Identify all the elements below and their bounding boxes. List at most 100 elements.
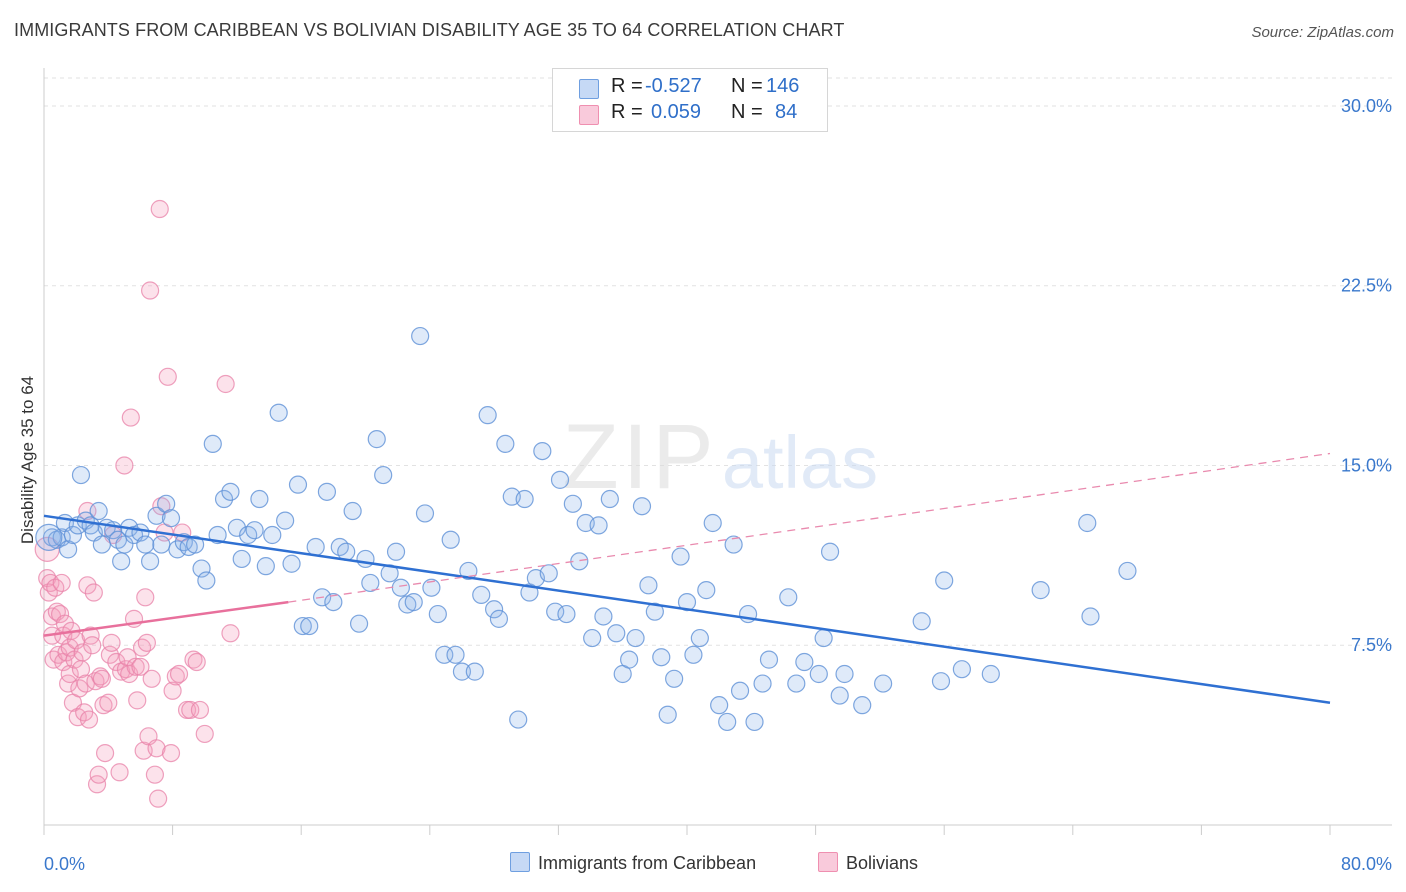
- data-point-caribbean: [703, 513, 722, 533]
- data-point-caribbean: [269, 403, 288, 422]
- y-tick-label: 30.0%: [1341, 96, 1392, 116]
- data-point-caribbean: [652, 648, 671, 667]
- data-point-caribbean: [1118, 561, 1137, 581]
- legend-label-caribbean: Immigrants from Caribbean: [538, 853, 757, 873]
- data-point-bolivians: [89, 765, 108, 784]
- trend-line-caribbean: [43, 514, 1331, 704]
- data-point-caribbean: [874, 674, 893, 693]
- data-point-caribbean: [1081, 607, 1100, 626]
- data-point-caribbean: [690, 628, 709, 648]
- data-point-caribbean: [161, 509, 181, 528]
- data-point-bolivians: [169, 664, 189, 684]
- data-point-caribbean: [136, 535, 155, 554]
- data-point-bolivians: [73, 643, 92, 662]
- data-point-caribbean: [386, 542, 406, 561]
- data-point-caribbean: [422, 578, 441, 597]
- data-point-caribbean: [152, 535, 171, 554]
- data-point-caribbean: [710, 696, 729, 715]
- y-tick-label: 15.0%: [1341, 455, 1392, 475]
- data-point-caribbean: [221, 482, 240, 501]
- data-point-caribbean: [981, 664, 1000, 684]
- data-point-caribbean: [250, 489, 269, 509]
- legend-label-bolivians: Bolivians: [846, 853, 919, 873]
- data-point-caribbean: [374, 465, 393, 485]
- data-point-bolivians: [128, 691, 147, 710]
- legend-swatch-bolivians: [579, 105, 599, 125]
- data-point-caribbean: [607, 624, 626, 643]
- data-point-bolivians: [137, 633, 156, 652]
- data-point-caribbean: [452, 662, 472, 681]
- data-point-bolivians: [121, 408, 140, 427]
- data-point-bolivians: [84, 583, 103, 602]
- data-point-caribbean: [147, 506, 166, 525]
- chart-source: Source: ZipAtlas.com: [1251, 24, 1394, 41]
- data-point-caribbean: [300, 616, 319, 636]
- data-point-caribbean: [115, 535, 134, 554]
- data-point-caribbean: [59, 540, 78, 559]
- data-point-bolivians: [99, 693, 118, 712]
- legend-n-label: N =: [731, 101, 763, 123]
- data-point-caribbean: [485, 600, 504, 619]
- x-tick-label: 80.0%: [1341, 854, 1392, 874]
- data-point-caribbean: [496, 434, 515, 454]
- data-point-caribbean: [465, 662, 484, 681]
- series-bolivians: [34, 199, 240, 808]
- data-point-caribbean: [472, 585, 491, 605]
- data-point-caribbean: [478, 406, 497, 425]
- data-point-caribbean: [620, 650, 639, 669]
- data-point-bolivians: [83, 636, 102, 655]
- data-point-caribbean: [356, 549, 375, 569]
- data-point-bolivians: [166, 667, 185, 686]
- data-point-caribbean: [282, 554, 301, 573]
- data-point-caribbean: [263, 525, 282, 545]
- data-point-caribbean: [42, 528, 62, 547]
- data-point-caribbean: [546, 602, 565, 621]
- data-point-caribbean: [665, 669, 684, 688]
- legend-n-value: 146: [766, 75, 800, 97]
- data-point-bolivians: [216, 374, 235, 394]
- data-point-bolivians: [187, 652, 206, 672]
- data-point-caribbean: [343, 501, 362, 521]
- data-point-caribbean: [931, 672, 951, 691]
- data-point-caribbean: [203, 434, 222, 454]
- data-point-caribbean: [446, 645, 465, 664]
- data-point-caribbean: [645, 602, 664, 621]
- watermark-atlas: atlas: [722, 421, 878, 504]
- legend-swatch-caribbean: [510, 852, 530, 872]
- legend-r-value: 0.059: [651, 101, 702, 123]
- watermark-zip: ZIP: [562, 406, 717, 508]
- legend-n-label: N =: [731, 75, 763, 97]
- data-point-caribbean: [684, 645, 703, 664]
- data-point-caribbean: [677, 592, 697, 612]
- data-point-bolivians: [145, 765, 165, 784]
- legend-r-label: R =: [611, 101, 643, 123]
- data-point-caribbean: [489, 609, 509, 628]
- data-point-bolivians: [190, 700, 210, 720]
- data-point-caribbean: [730, 681, 750, 700]
- data-point-bolivians: [107, 652, 126, 672]
- data-point-caribbean: [349, 614, 369, 633]
- data-point-caribbean: [245, 521, 264, 540]
- data-point-caribbean: [92, 535, 111, 554]
- data-point-caribbean: [853, 696, 872, 715]
- data-point-caribbean: [550, 470, 570, 489]
- series-caribbean: [35, 326, 1137, 732]
- data-point-caribbean: [563, 494, 582, 513]
- data-point-caribbean: [367, 430, 386, 449]
- data-point-caribbean: [227, 518, 246, 537]
- data-point-caribbean: [639, 576, 658, 595]
- data-point-bolivians: [149, 789, 168, 808]
- tick-labels: 7.5% 15.0% 22.5% 30.0% 0.0% 80.0%: [44, 96, 1392, 874]
- legend-swatch-caribbean: [579, 79, 599, 99]
- data-point-caribbean: [112, 552, 131, 571]
- legend-swatch-bolivians: [818, 852, 838, 872]
- data-point-caribbean: [324, 592, 343, 612]
- data-point-caribbean: [539, 564, 558, 583]
- data-point-caribbean: [509, 710, 528, 729]
- data-point-caribbean: [753, 674, 772, 693]
- data-point-bolivians: [131, 657, 150, 676]
- data-point-caribbean: [197, 571, 216, 590]
- data-point-bolivians: [163, 681, 182, 700]
- data-point-caribbean: [671, 547, 690, 566]
